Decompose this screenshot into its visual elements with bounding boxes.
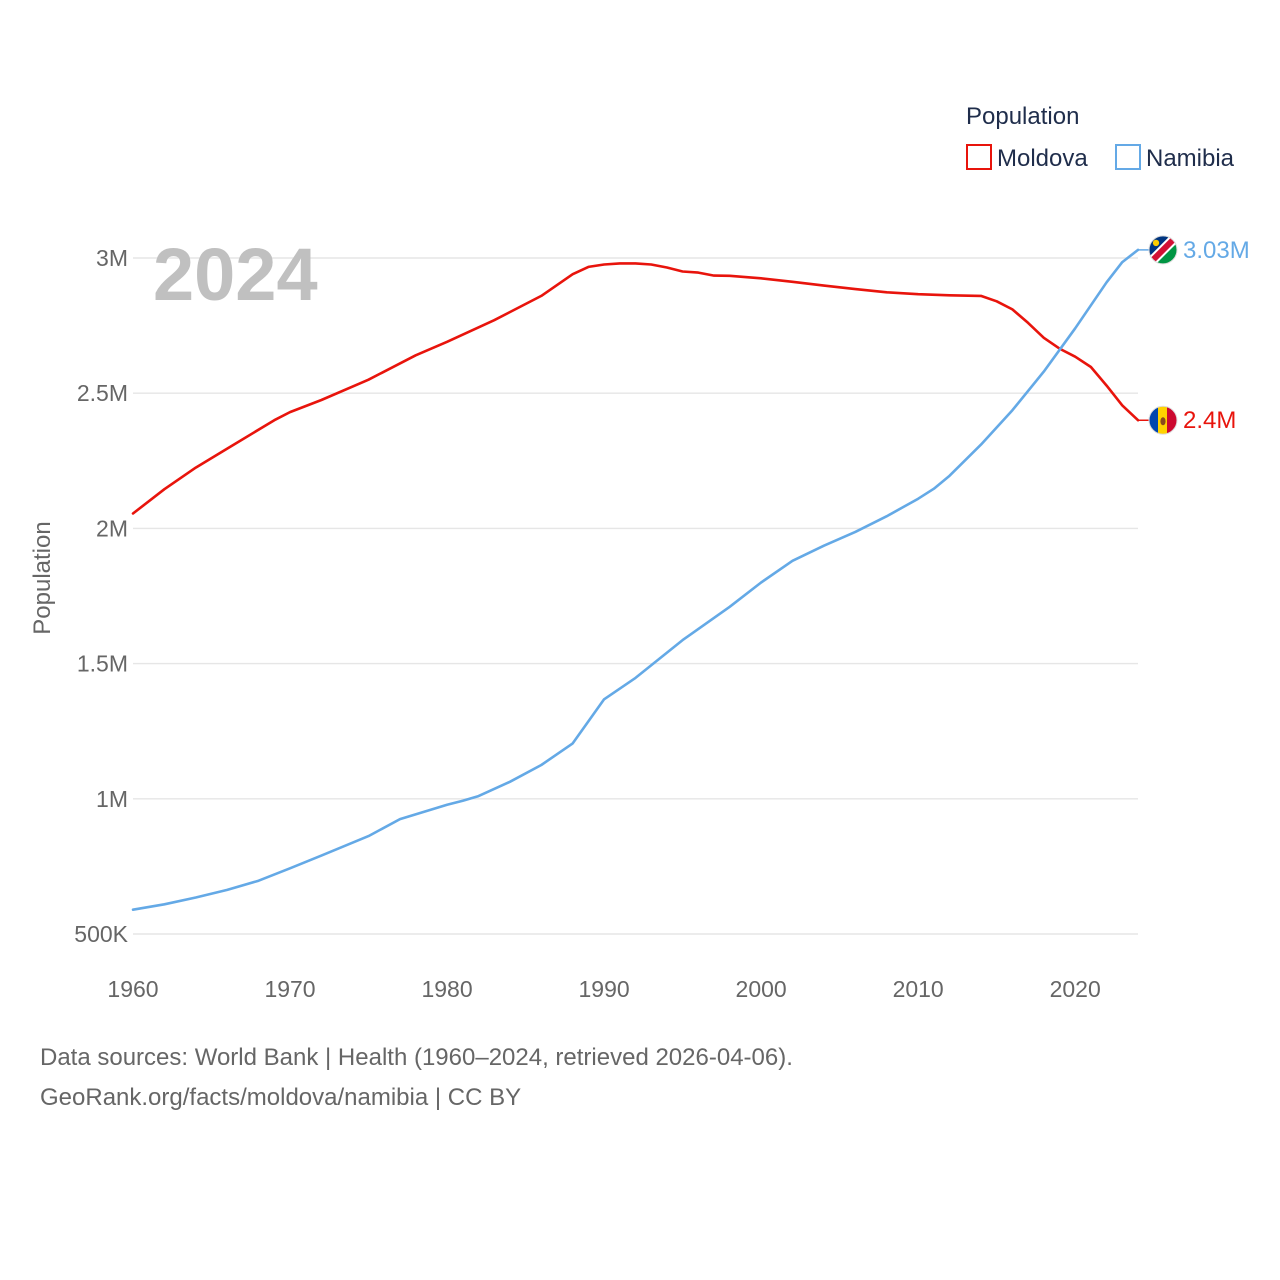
legend-label-moldova: Moldova xyxy=(997,145,1088,172)
y-tick-label: 1M xyxy=(96,786,128,812)
footer-link-text[interactable]: GeoRank.org/facts/moldova/namibia | CC B… xyxy=(40,1084,522,1111)
y-tick-label: 2M xyxy=(96,515,128,541)
y-axis-ticks: 500K 1M 1.5M 2M 2.5M 3M xyxy=(74,245,128,947)
moldova-flag-icon xyxy=(1148,405,1178,435)
y-tick-label: 2.5M xyxy=(77,380,128,406)
footer-source-text: Data sources: World Bank | Health (1960–… xyxy=(40,1044,793,1071)
end-label-namibia: 3.03M xyxy=(1183,237,1250,264)
y-tick-label: 3M xyxy=(96,245,128,271)
legend-label-namibia: Namibia xyxy=(1146,145,1235,172)
x-tick-label: 1960 xyxy=(107,976,158,1002)
legend-item-namibia[interactable]: Namibia xyxy=(1115,144,1235,172)
x-tick-label: 1970 xyxy=(264,976,315,1002)
end-labels: 2.4M 3.03M xyxy=(1138,235,1250,435)
y-axis-title: Population xyxy=(29,521,56,634)
series-lines xyxy=(131,248,1140,911)
y-tick-label: 500K xyxy=(74,921,128,947)
legend-item-moldova[interactable]: Moldova xyxy=(966,144,1088,172)
x-tick-label: 2010 xyxy=(893,976,944,1002)
x-tick-label: 1990 xyxy=(579,976,630,1002)
namibia-flag-icon xyxy=(1148,235,1178,265)
x-axis-ticks: 1960 1970 1980 1990 2000 2010 2020 xyxy=(107,976,1100,1002)
legend-swatch-moldova xyxy=(966,144,992,170)
x-tick-label: 1980 xyxy=(421,976,472,1002)
year-label: 2024 xyxy=(153,233,318,316)
legend-title: Population xyxy=(966,103,1079,130)
gridlines xyxy=(133,257,1138,935)
series-line-moldova[interactable] xyxy=(131,262,1140,515)
end-label-moldova: 2.4M xyxy=(1183,407,1236,434)
series-line-namibia[interactable] xyxy=(131,248,1140,911)
x-tick-label: 2000 xyxy=(736,976,787,1002)
legend-swatch-namibia xyxy=(1115,144,1141,170)
x-tick-label: 2020 xyxy=(1050,976,1101,1002)
y-tick-label: 1.5M xyxy=(77,651,128,677)
legend: Population Moldova Namibia xyxy=(966,103,1235,172)
